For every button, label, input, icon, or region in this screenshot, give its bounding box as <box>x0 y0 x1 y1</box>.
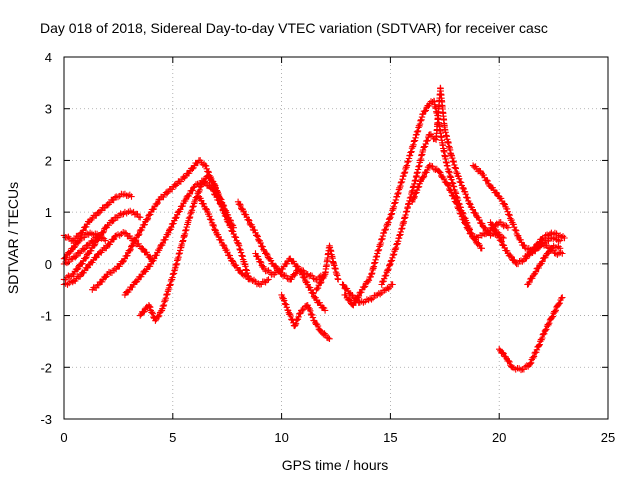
series-markers <box>409 162 485 252</box>
series-track-19 <box>487 219 568 268</box>
chart-title: Day 018 of 2018, Sidereal Day-to-day VTE… <box>40 20 548 36</box>
y-tick-label: -1 <box>40 309 52 324</box>
x-tick-label: 15 <box>383 430 397 445</box>
x-tick-label: 5 <box>169 430 176 445</box>
series-markers <box>524 242 564 288</box>
y-tick-label: 1 <box>45 205 52 220</box>
series-track-15 <box>341 97 512 309</box>
series-track-12 <box>278 291 333 342</box>
series-markers <box>137 172 231 324</box>
series-markers <box>341 97 512 309</box>
series-markers <box>378 84 507 288</box>
x-tick-label: 20 <box>492 430 506 445</box>
series-markers <box>487 219 568 268</box>
x-tick-label: 10 <box>274 430 288 445</box>
series-markers <box>496 294 566 374</box>
series-track-18 <box>469 162 564 255</box>
series-track-22 <box>496 294 566 374</box>
y-tick-label: -3 <box>40 412 52 427</box>
tick-layer: 0 5 10 15 20 25 -3 -2 -1 0 1 2 3 4 <box>40 50 615 445</box>
plot-frame <box>63 56 609 420</box>
y-tick-label: -2 <box>40 360 52 375</box>
series-track-13 <box>313 242 342 293</box>
data-layer <box>60 84 568 374</box>
series-markers <box>313 242 342 293</box>
series-markers <box>278 291 333 342</box>
y-tick-label: 3 <box>45 102 52 117</box>
series-markers <box>121 177 253 299</box>
x-axis-label: GPS time / hours <box>282 457 389 473</box>
series-track-17 <box>409 162 485 252</box>
series-track-9 <box>195 193 272 288</box>
series-track-16 <box>378 84 507 288</box>
series-track-11 <box>252 250 329 314</box>
series-track-7 <box>121 177 253 299</box>
series-markers <box>252 250 329 314</box>
y-axis-label: SDTVAR / TECUs <box>5 182 21 294</box>
y-tick-label: 4 <box>45 50 52 65</box>
series-markers <box>469 162 564 255</box>
x-tick-label: 0 <box>60 430 67 445</box>
series-markers <box>195 193 272 288</box>
y-tick-label: 0 <box>45 257 52 272</box>
y-tick-label: 2 <box>45 153 52 168</box>
series-track-21 <box>524 242 564 288</box>
x-tick-label: 25 <box>601 430 615 445</box>
series-track-8 <box>137 172 231 324</box>
